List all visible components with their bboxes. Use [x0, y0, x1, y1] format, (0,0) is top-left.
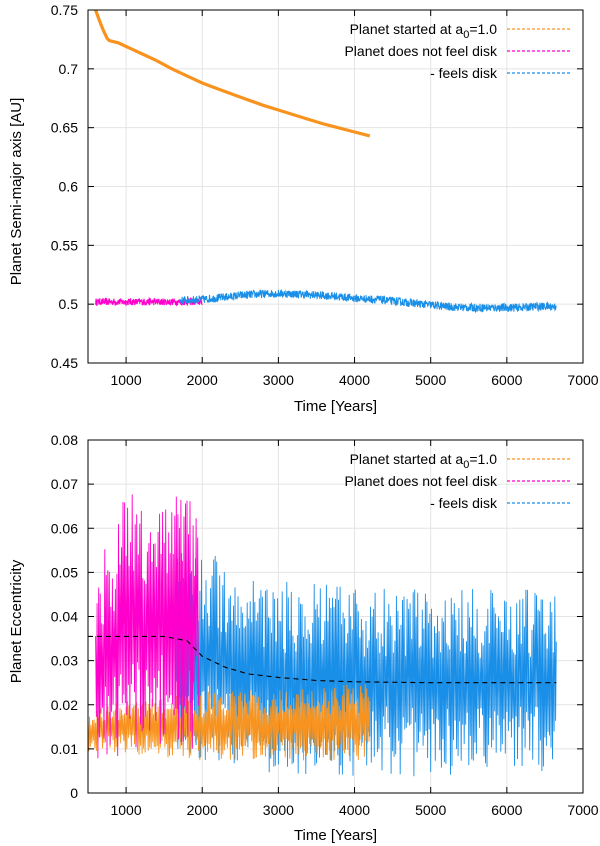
legend-label: - feels disk: [430, 65, 498, 81]
y-tick-label: 0.65: [51, 120, 78, 136]
y-tick-label: 0.06: [51, 520, 78, 536]
legend-label: Planet started at a0=1.0: [350, 21, 498, 41]
legend-label: - feels disk: [430, 495, 498, 511]
y-tick-label: 0.08: [51, 432, 78, 448]
legend-label: Planet does not feel disk: [344, 43, 498, 59]
x-tick-label: 7000: [567, 372, 598, 388]
y-axis-label: Planet Eccentricity: [8, 559, 25, 683]
y-tick-label: 0.07: [51, 476, 78, 492]
series-line: [95, 494, 199, 759]
y-tick-label: 0.03: [51, 653, 78, 669]
legend: Planet started at a0=1.0 Planet does not …: [344, 21, 571, 81]
series-line: [175, 553, 557, 777]
x-tick-label: 3000: [263, 372, 294, 388]
x-tick-label: 6000: [491, 802, 522, 818]
y-tick-label: 0.02: [51, 697, 78, 713]
y-tick-label: 0.6: [59, 179, 79, 195]
x-tick-label: 7000: [567, 802, 598, 818]
y-tick-label: 0.7: [59, 61, 79, 77]
x-axis-label: Time [Years]: [294, 398, 377, 415]
x-tick-label: 2000: [187, 372, 218, 388]
series-line: [88, 635, 557, 684]
y-tick-label: 0.04: [51, 609, 78, 625]
x-tick-label: 4000: [339, 372, 370, 388]
series-line: [94, 10, 371, 138]
x-axis-label: Time [Years]: [294, 827, 377, 844]
x-tick-label: 6000: [491, 372, 522, 388]
y-tick-label: 0.75: [51, 2, 78, 18]
legend-label: Planet does not feel disk: [344, 473, 498, 489]
y-axis-label: Planet Semi-major axis [AU]: [8, 98, 25, 286]
x-tick-label: 5000: [415, 802, 446, 818]
x-tick-label: 1000: [110, 802, 141, 818]
y-tick-label: 0.55: [51, 237, 78, 253]
y-tick-label: 0.5: [59, 296, 79, 312]
y-tick-label: 0: [70, 785, 78, 801]
y-tick-label: 0.05: [51, 564, 78, 580]
legend: Planet started at a0=1.0 Planet does not …: [344, 451, 571, 511]
series-line: [178, 289, 557, 314]
x-tick-label: 3000: [263, 802, 294, 818]
series-line: [88, 684, 371, 761]
x-tick-label: 5000: [415, 372, 446, 388]
series-line: [95, 296, 203, 307]
x-tick-label: 2000: [187, 802, 218, 818]
eccentricity-chart: 1000 2000 3000 4000 5000 6000 7000 0 0.01 0.02 0.0…: [8, 432, 599, 844]
y-tick-label: 0.01: [51, 741, 78, 757]
x-tick-label: 1000: [110, 372, 141, 388]
semi-major-axis-chart: 1000 2000 3000 4000 5000 6000 7000 0.45 0.5 0.55 0…: [8, 2, 599, 415]
y-tick-label: 0.45: [51, 355, 78, 371]
x-tick-label: 4000: [339, 802, 370, 818]
legend-label: Planet started at a0=1.0: [350, 451, 498, 471]
